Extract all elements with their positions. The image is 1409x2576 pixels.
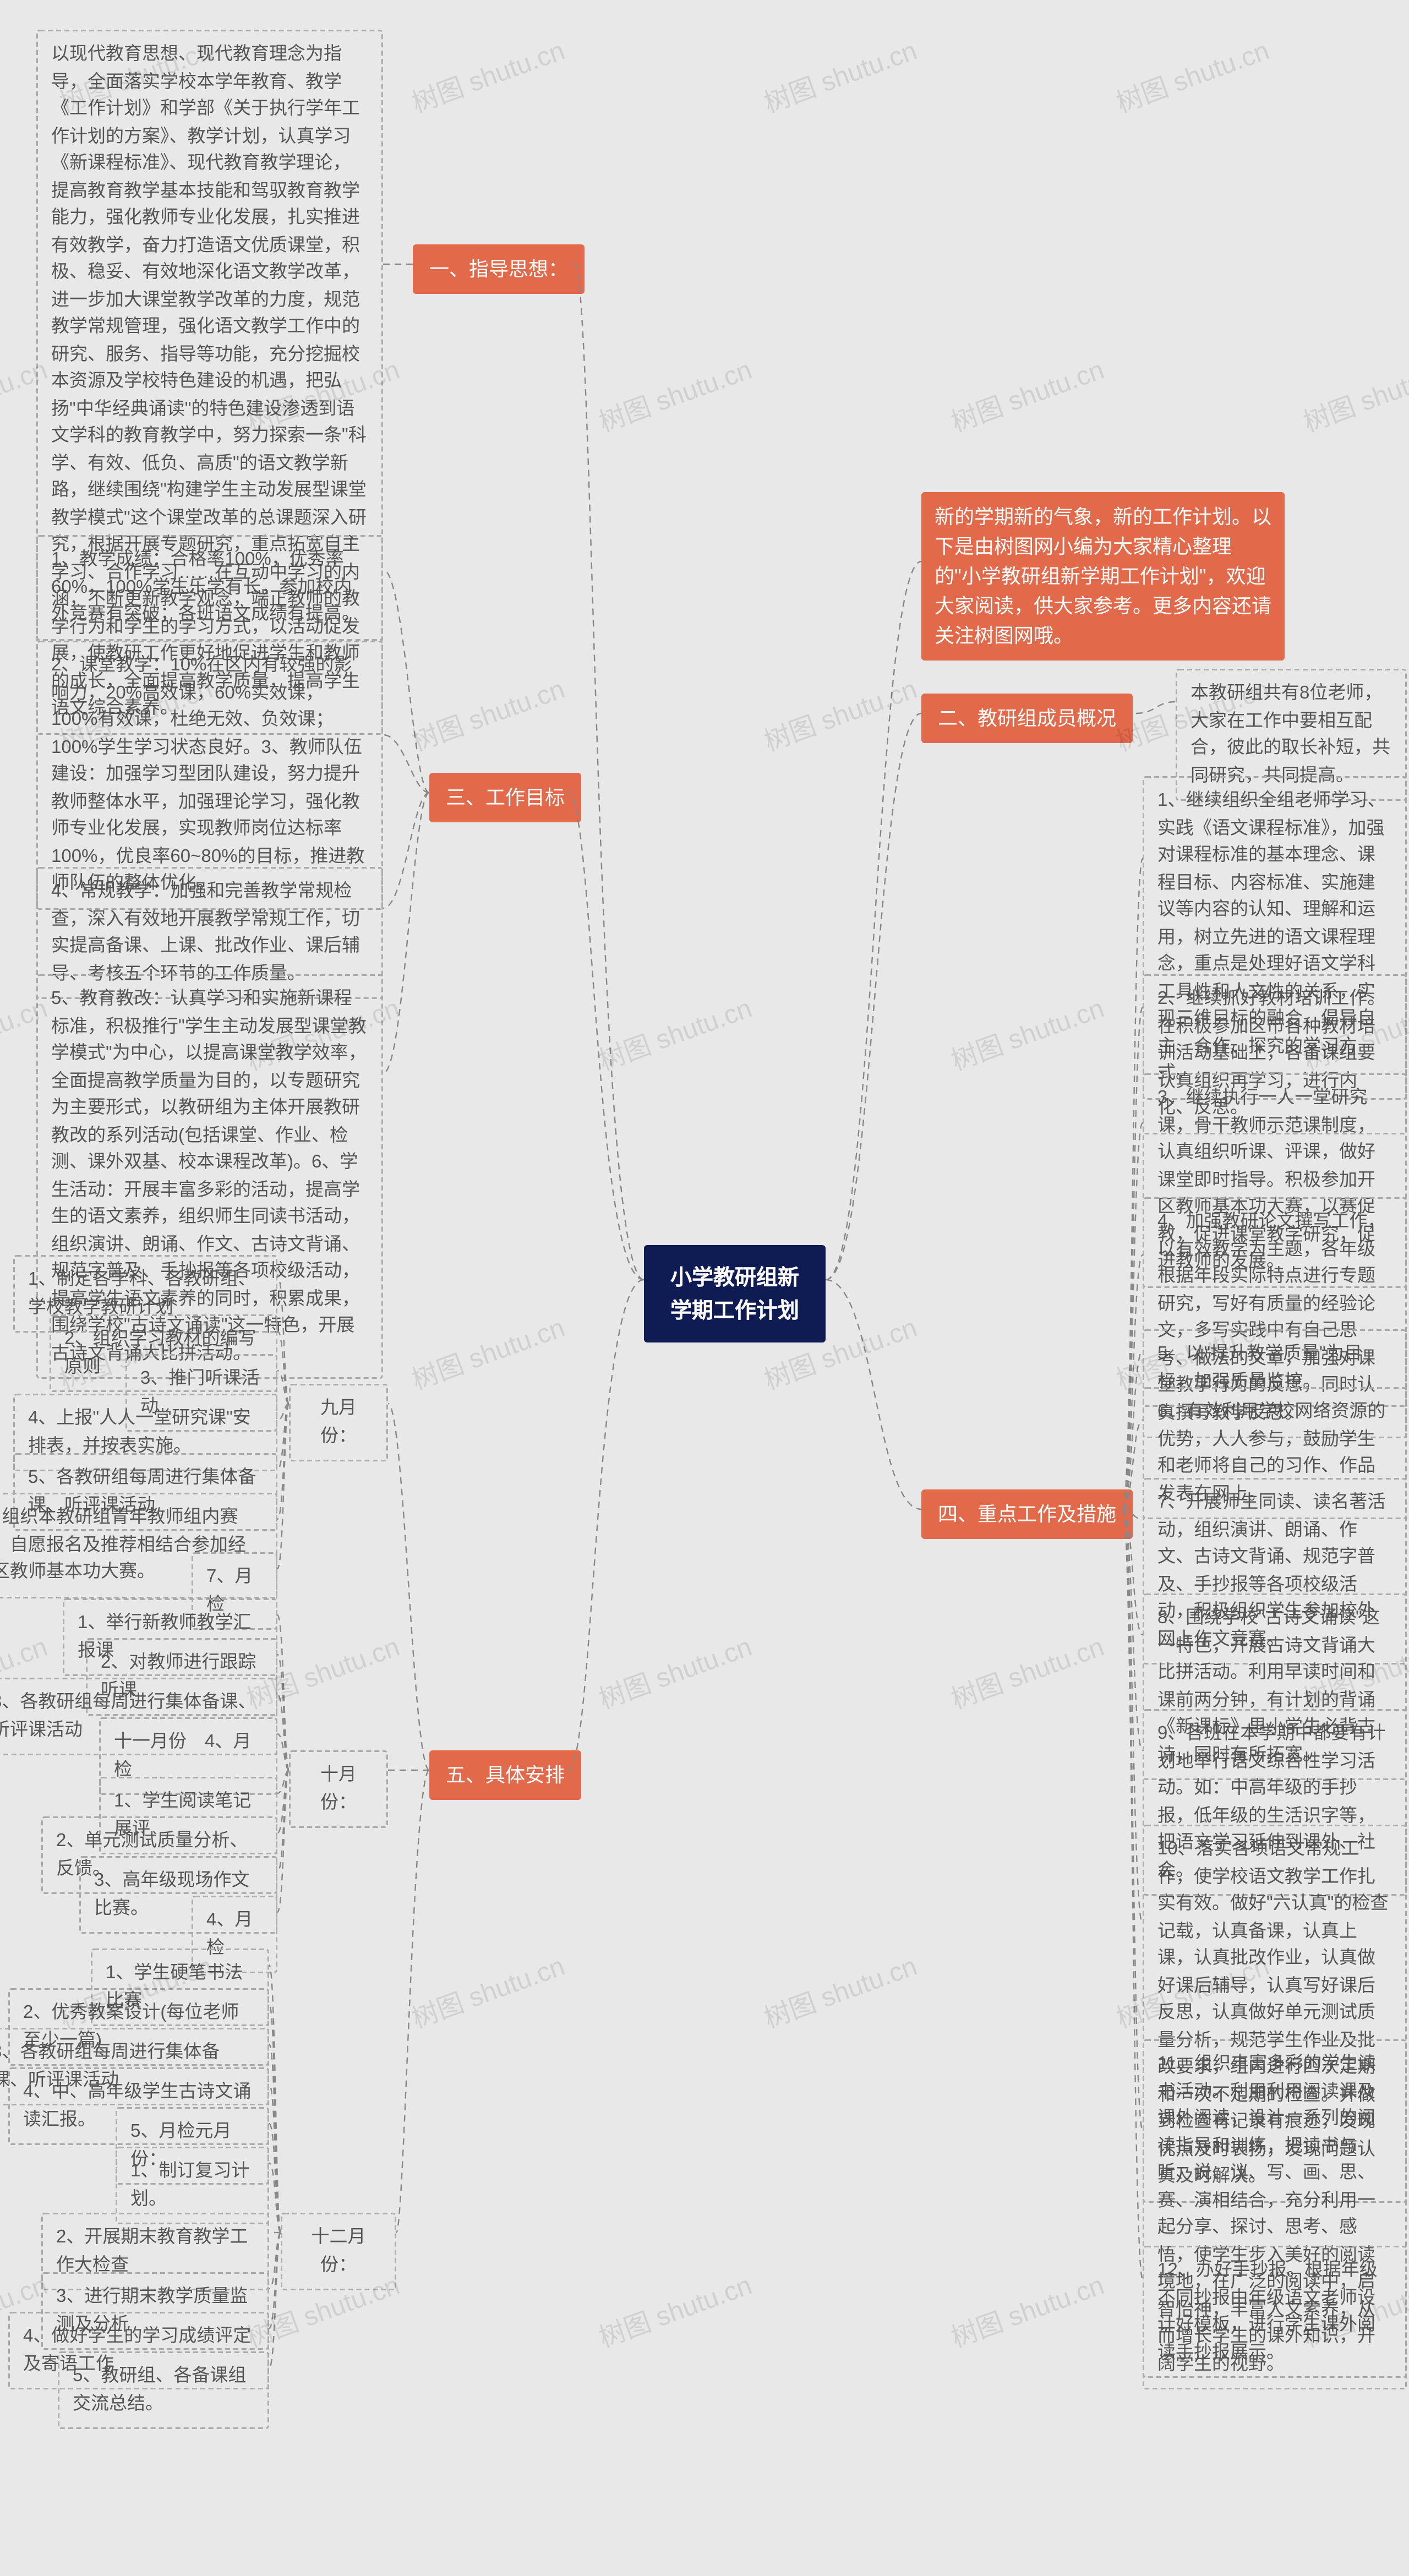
s4-item-11: 12、办好手抄报。根据年级不同抄报由年级语文老师设计好模板，进行学生课外阅读手抄… [1143,2246,1407,2378]
watermark: 树图 shutu.cn [758,29,921,119]
watermark: 树图 shutu.cn [945,986,1108,1077]
watermark: 树图 shutu.cn [593,2263,756,2354]
month-12: 十二月份： [281,2213,396,2290]
watermark: 树图 shutu.cn [406,29,569,119]
watermark: 树图 shutu.cn [406,667,569,758]
section-3: 三、工作目标 [429,773,581,822]
m12-item-9: 5、教研组、各备课组交流总结。 [58,2351,269,2429]
watermark: 树图 shutu.cn [945,348,1108,439]
root-node: 小学教研组新学期工作计划 [644,1245,826,1342]
s3-item-0: 1、教学成绩：合格率100%，优秀率60%，100%学生乐学有长，参加校内外竞赛… [36,535,383,640]
section-5-title: 五、具体安排 [446,1764,565,1787]
section-1-title: 一、指导思想： [429,258,568,281]
section-5: 五、具体安排 [429,1750,581,1800]
watermark: 树图 shutu.cn [593,348,756,439]
month-10: 十月份： [289,1750,388,1828]
section-4: 四、重点工作及措施 [921,1489,1133,1539]
watermark: 树图 shutu.cn [1297,348,1409,439]
month-9: 九月份： [289,1384,388,1461]
watermark: 树图 shutu.cn [945,1625,1108,1716]
watermark: 树图 shutu.cn [758,667,921,758]
root-title: 小学教研组新学期工作计划 [670,1265,799,1322]
section-2-title: 二、教研组成员概况 [938,707,1116,730]
intro-text: 新的学期新的气象，新的工作计划。以下是由树图网小编为大家精心整理的"小学教研组新… [935,505,1271,647]
watermark: 树图 shutu.cn [593,986,756,1077]
watermark: 树图 shutu.cn [1110,29,1274,119]
section-3-title: 三、工作目标 [446,786,565,809]
watermark: 树图 shutu.cn [406,1944,569,2035]
section-2: 二、教研组成员概况 [921,694,1133,743]
watermark: 树图 shutu.cn [406,1306,569,1396]
section-4-title: 四、重点工作及措施 [938,1503,1116,1526]
intro-node: 新的学期新的气象，新的工作计划。以下是由树图网小编为大家精心整理的"小学教研组新… [921,492,1285,661]
section-1: 一、指导思想： [413,244,585,294]
watermark: 树图 shutu.cn [593,1625,756,1716]
watermark: 树图 shutu.cn [945,2263,1108,2354]
watermark: 树图 shutu.cn [758,1944,921,2035]
